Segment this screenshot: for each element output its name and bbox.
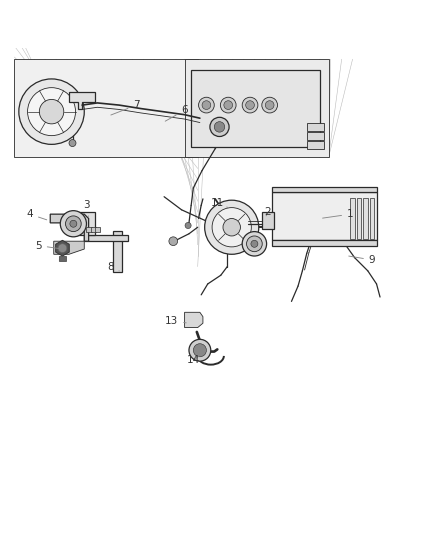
Circle shape — [209, 117, 229, 136]
Text: 7: 7 — [111, 100, 140, 115]
Circle shape — [58, 244, 67, 253]
Circle shape — [242, 97, 257, 113]
Bar — [271, 240, 376, 246]
Circle shape — [261, 97, 277, 113]
Text: 9: 9 — [348, 255, 374, 265]
Circle shape — [188, 340, 210, 361]
Text: 5: 5 — [35, 240, 60, 251]
Bar — [95, 227, 100, 232]
Circle shape — [65, 216, 81, 232]
Text: 6: 6 — [165, 106, 187, 121]
Circle shape — [70, 220, 77, 227]
Circle shape — [193, 344, 206, 357]
Bar — [369, 198, 374, 239]
Circle shape — [39, 100, 64, 124]
Circle shape — [246, 236, 261, 252]
Bar — [363, 198, 367, 239]
Polygon shape — [56, 240, 69, 256]
Text: 4: 4 — [26, 209, 46, 220]
Circle shape — [265, 101, 273, 109]
Circle shape — [220, 97, 236, 113]
Circle shape — [19, 79, 84, 144]
Bar — [306, 132, 323, 140]
Bar — [84, 235, 127, 241]
Text: 14: 14 — [186, 356, 199, 365]
Circle shape — [60, 211, 86, 237]
Circle shape — [198, 97, 214, 113]
Bar — [59, 256, 66, 261]
Polygon shape — [184, 59, 328, 157]
Circle shape — [204, 200, 258, 254]
Bar — [306, 124, 323, 131]
Circle shape — [201, 101, 210, 109]
Bar — [191, 70, 319, 147]
Bar — [91, 227, 96, 232]
Text: 3: 3 — [83, 200, 89, 216]
Bar — [113, 231, 122, 272]
Text: 8: 8 — [107, 262, 119, 271]
Bar — [271, 187, 376, 192]
Circle shape — [242, 232, 266, 256]
Polygon shape — [184, 312, 202, 328]
Bar — [271, 192, 376, 240]
Circle shape — [169, 237, 177, 246]
Text: 1: 1 — [322, 209, 353, 219]
Polygon shape — [69, 92, 95, 109]
Circle shape — [28, 87, 75, 135]
Bar — [69, 213, 95, 235]
Circle shape — [251, 240, 257, 247]
Circle shape — [223, 219, 240, 236]
Polygon shape — [50, 214, 88, 241]
Text: 11: 11 — [210, 198, 228, 208]
Bar — [86, 227, 92, 232]
Bar — [261, 212, 274, 229]
Text: 13: 13 — [165, 316, 186, 326]
Circle shape — [223, 101, 232, 109]
Polygon shape — [53, 241, 84, 254]
Bar — [306, 141, 323, 149]
Polygon shape — [14, 59, 197, 157]
Circle shape — [212, 208, 251, 247]
Bar — [350, 198, 354, 239]
Circle shape — [214, 122, 224, 132]
Text: 2: 2 — [264, 207, 270, 217]
Circle shape — [245, 101, 254, 109]
Circle shape — [184, 222, 191, 229]
Bar — [356, 198, 360, 239]
Circle shape — [69, 140, 76, 147]
